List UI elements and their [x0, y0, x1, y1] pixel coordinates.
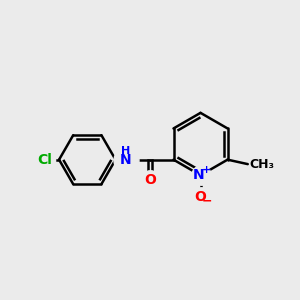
Text: CH₃: CH₃ — [250, 158, 275, 171]
Text: O: O — [194, 190, 206, 204]
Text: −: − — [201, 195, 212, 208]
Text: O: O — [144, 173, 156, 187]
Text: H: H — [121, 146, 130, 156]
Text: N: N — [120, 153, 132, 167]
Text: +: + — [202, 165, 211, 175]
Text: Cl: Cl — [37, 153, 52, 167]
Text: N: N — [193, 168, 205, 182]
